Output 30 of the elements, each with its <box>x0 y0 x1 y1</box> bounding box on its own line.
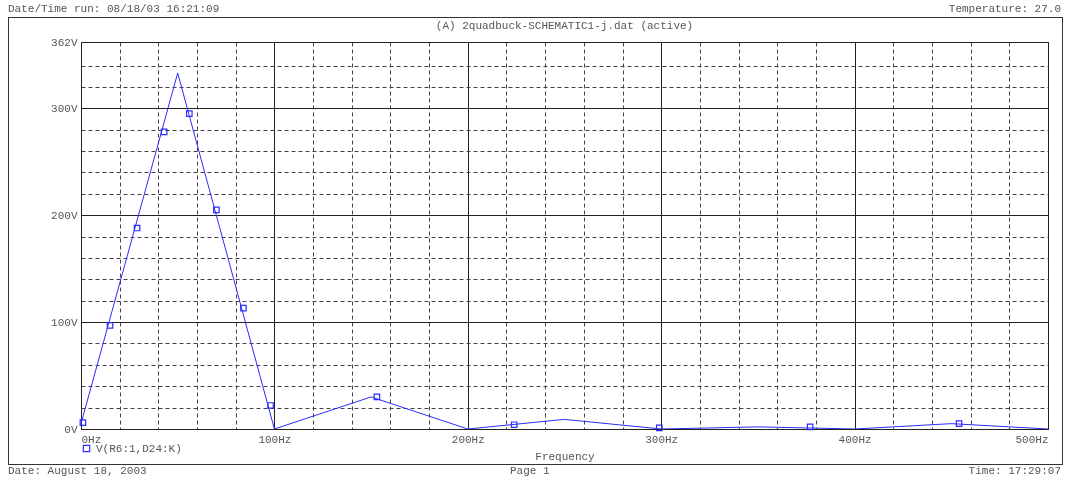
x-tick-label: 400Hz <box>838 433 872 446</box>
text: Page 1 <box>510 465 550 477</box>
y-tick-label: 200V <box>51 209 78 222</box>
x-tick-label: 300Hz <box>645 433 679 446</box>
y-tick-label: 362V <box>51 36 78 49</box>
point <box>133 224 141 232</box>
y-tick-label: 0V <box>64 423 78 436</box>
x-axis-title: Frequency <box>535 450 596 463</box>
point <box>213 206 220 214</box>
point <box>806 423 814 431</box>
point <box>106 321 114 329</box>
point <box>510 421 518 429</box>
x-tick-label: 500Hz <box>1015 433 1049 446</box>
chart-title: (A) 2quadbuck-SCHEMATIC1-j.dat (active) <box>435 20 694 32</box>
point <box>160 128 168 136</box>
point <box>373 393 381 401</box>
text: Temperature: 27.0 <box>948 3 1061 15</box>
x-tick-label: 100Hz <box>258 433 292 446</box>
x-tick-label: 200Hz <box>451 433 485 446</box>
point <box>240 304 247 312</box>
y-tick-label: 100V <box>51 316 78 329</box>
point <box>79 419 87 426</box>
text: Date: August 18, 2003 <box>8 465 147 477</box>
point <box>955 420 963 427</box>
text: Date/Time run: 08/18/03 16:21:09 <box>8 3 220 15</box>
point <box>267 402 274 409</box>
point <box>655 424 663 432</box>
text: Time: 17:29:07 <box>968 465 1061 477</box>
point <box>185 110 193 117</box>
y-tick-label: 300V <box>51 102 78 115</box>
